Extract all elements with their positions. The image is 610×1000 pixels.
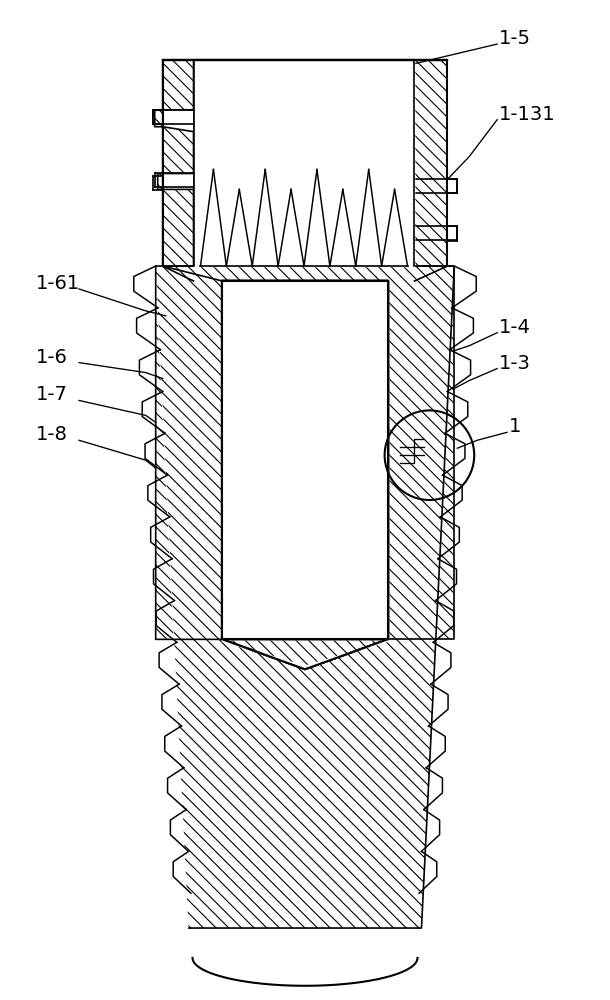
Polygon shape — [223, 639, 387, 669]
Text: 1-4: 1-4 — [499, 318, 531, 337]
Polygon shape — [156, 266, 454, 928]
Polygon shape — [155, 60, 193, 266]
Polygon shape — [193, 60, 415, 266]
Text: 1-61: 1-61 — [36, 274, 81, 293]
Polygon shape — [387, 266, 454, 639]
Text: 1-7: 1-7 — [36, 385, 68, 404]
Polygon shape — [193, 60, 415, 266]
Polygon shape — [223, 281, 387, 639]
Text: 1-3: 1-3 — [499, 354, 531, 373]
Polygon shape — [223, 281, 387, 639]
Text: 1-131: 1-131 — [499, 105, 556, 124]
Text: 1: 1 — [509, 417, 522, 436]
Polygon shape — [223, 281, 387, 639]
Text: 1-8: 1-8 — [36, 425, 68, 444]
Polygon shape — [223, 281, 387, 639]
Polygon shape — [156, 266, 223, 639]
Text: 1-6: 1-6 — [36, 348, 68, 367]
Polygon shape — [415, 60, 447, 266]
Polygon shape — [223, 282, 387, 638]
Text: 1-5: 1-5 — [499, 29, 531, 48]
